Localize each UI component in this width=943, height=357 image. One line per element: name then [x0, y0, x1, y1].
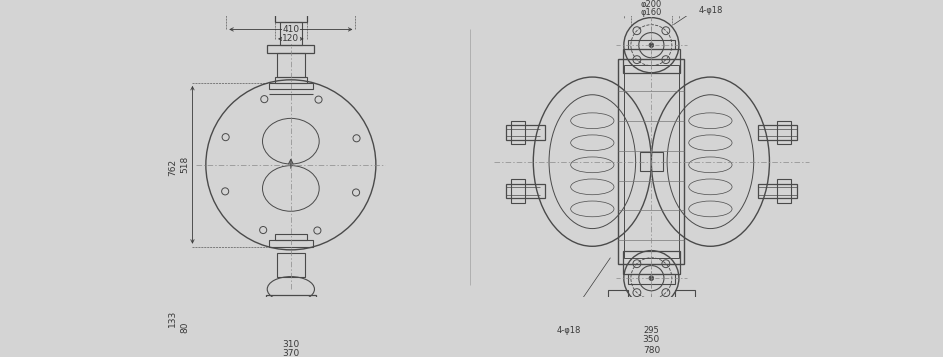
Bar	[505, 184, 545, 198]
Bar	[511, 121, 525, 144]
Bar	[267, 45, 314, 53]
Bar	[757, 125, 797, 140]
Text: 80: 80	[180, 321, 190, 333]
Bar	[276, 253, 305, 277]
Bar	[275, 14, 306, 21]
Bar	[283, 0, 299, 14]
Text: 4-φ18: 4-φ18	[557, 326, 581, 335]
Text: 370: 370	[282, 349, 300, 357]
Bar	[226, 321, 356, 333]
Bar	[608, 290, 628, 315]
Text: 4-φ18: 4-φ18	[699, 6, 723, 15]
Text: 133: 133	[168, 310, 177, 327]
Bar	[275, 77, 306, 83]
Circle shape	[649, 276, 653, 281]
Text: 780: 780	[643, 346, 660, 355]
Text: 762: 762	[168, 159, 177, 176]
Text: 120: 120	[282, 34, 300, 44]
Text: φ160: φ160	[640, 7, 662, 17]
Text: φ200: φ200	[640, 0, 662, 9]
Bar	[614, 313, 624, 335]
Bar	[275, 234, 306, 240]
Bar	[777, 121, 791, 144]
Bar	[276, 53, 305, 77]
Text: 518: 518	[180, 156, 190, 174]
Bar	[679, 313, 689, 335]
Bar	[619, 59, 685, 264]
Text: 310: 310	[282, 340, 300, 349]
Bar	[757, 184, 797, 198]
Bar	[639, 152, 663, 171]
Bar	[675, 290, 695, 315]
Text: 410: 410	[282, 25, 300, 34]
Text: 295: 295	[643, 326, 659, 335]
Circle shape	[649, 43, 653, 47]
Bar	[628, 274, 675, 284]
Bar	[266, 296, 316, 303]
Bar	[624, 65, 679, 258]
Bar	[505, 125, 545, 140]
Bar	[511, 179, 525, 203]
Bar	[623, 251, 680, 274]
Bar	[269, 240, 313, 247]
Bar	[276, 303, 305, 311]
Bar	[269, 83, 313, 89]
Bar	[628, 40, 675, 49]
Bar	[280, 21, 302, 45]
Bar	[623, 49, 680, 73]
Text: 350: 350	[643, 335, 660, 344]
Bar	[777, 179, 791, 203]
